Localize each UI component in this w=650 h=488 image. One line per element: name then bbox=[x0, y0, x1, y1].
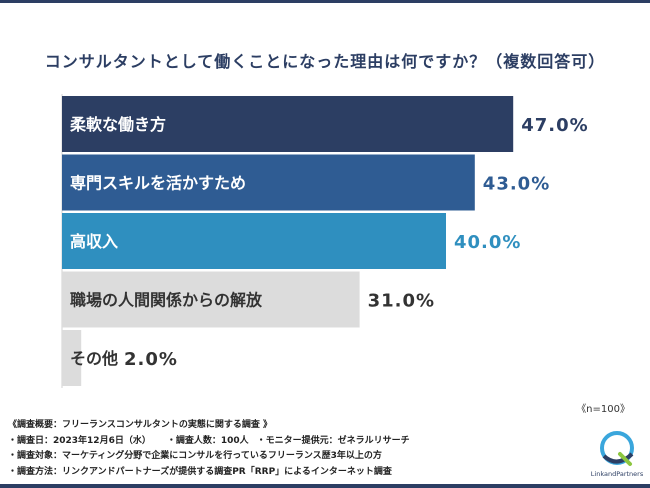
top-border bbox=[0, 0, 650, 3]
logo-text: LinkandPartners bbox=[590, 470, 644, 478]
company-logo: LinkandPartners bbox=[590, 428, 644, 480]
summary-heading: 《調査概要：フリーランスコンサルタントの実態に関する調査 》 bbox=[8, 420, 272, 430]
logo-icon bbox=[600, 431, 634, 466]
summary-target: ・調査対象：マーケティング分野で企業にコンサルを行っているフリーランス歴3年以上… bbox=[8, 451, 382, 461]
value-label-2: 40.0% bbox=[454, 232, 521, 253]
bar-chart: 柔軟な働き方 47.0% 専門スキルを活かすため 43.0% 高収入 40.0% 職場の人間… bbox=[61, 94, 588, 388]
bar-4 bbox=[62, 330, 82, 386]
summary-count: ・調査人数：100人 bbox=[166, 435, 249, 446]
category-label-0: 柔軟な働き方 bbox=[69, 115, 166, 134]
category-label-1: 専門スキルを活かすため bbox=[70, 174, 246, 193]
survey-summary: 《調査概要：フリーランスコンサルタントの実態に関する調査 》 ・調査日：2023… bbox=[8, 418, 568, 480]
bar-2 bbox=[62, 213, 446, 269]
category-label-3: 職場の人間関係からの解放 bbox=[70, 291, 263, 310]
category-label-4: その他 bbox=[70, 349, 118, 368]
summary-method: ・調査方法：リンクアンドパートナーズが提供する調査PR「RRP」によるインターネ… bbox=[8, 466, 392, 477]
value-label-4: 2.0% bbox=[124, 349, 178, 370]
summary-date-row: ・調査日：2023年12月6日（水） ・調査人数：100人 ・モニター提供元：ゼネラ… bbox=[8, 434, 568, 450]
bottom-border bbox=[0, 484, 650, 488]
sample-size-label: 《n=100》 bbox=[576, 404, 630, 415]
value-label-1: 43.0% bbox=[483, 174, 550, 195]
bar-3 bbox=[62, 271, 360, 328]
bar-1 bbox=[62, 154, 475, 211]
value-label-3: 31.0% bbox=[368, 291, 435, 312]
summary-date: ・調査日：2023年12月6日（水） bbox=[8, 435, 151, 446]
bar-0 bbox=[62, 96, 514, 152]
value-label-0: 47.0% bbox=[521, 115, 588, 136]
category-label-2: 高収入 bbox=[70, 232, 118, 251]
chart-title: コンサルタントとして働くことになった理由は何ですか？（複数回答可） bbox=[44, 52, 606, 71]
summary-monitor: ・モニター提供元：ゼネラルリサーチ bbox=[256, 435, 410, 446]
